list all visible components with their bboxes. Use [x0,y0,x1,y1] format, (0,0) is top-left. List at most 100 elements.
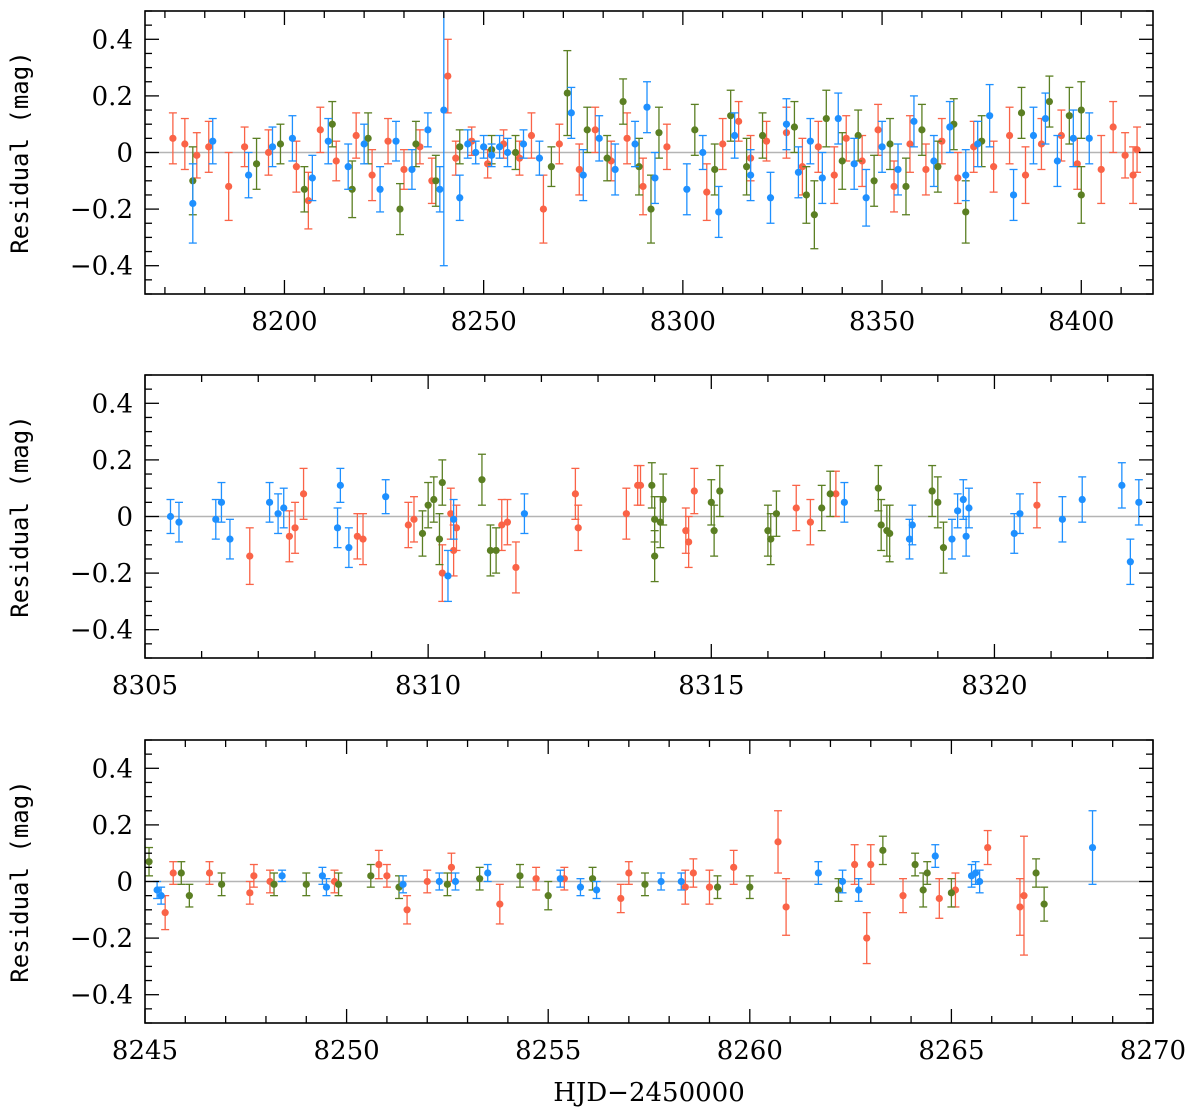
data-point [161,909,169,917]
y-tick-label: −0.4 [70,616,133,646]
data-point [250,872,258,880]
data-point [902,182,910,191]
data-point [352,131,360,140]
series-1 [145,835,1049,922]
data-point [1021,171,1030,179]
data-point [424,126,432,134]
data-point [456,194,464,202]
data-point [911,860,919,869]
data-point [583,126,591,134]
data-point [376,185,384,193]
data-point [563,89,571,97]
x-tick-label: 8250 [451,307,517,337]
data-point [244,171,253,179]
data-point [450,546,458,555]
data-point [794,168,803,176]
data-point [430,495,438,504]
data-point [689,869,697,877]
data-point [264,148,273,157]
data-point [611,165,619,174]
x-tick-label: 8245 [112,1036,178,1066]
data-point [333,524,342,532]
data-point [984,843,992,852]
data-point [677,877,685,886]
data-point [588,875,597,883]
data-point [496,900,504,908]
y-axis-title: Residual (mag) [6,780,34,982]
data-point [1078,495,1086,504]
data-point [476,875,484,883]
y-tick-label: −0.2 [70,195,133,225]
data-point [908,521,916,529]
data-point [947,889,956,897]
data-point [905,535,914,543]
data-point [276,140,285,148]
data-point [971,869,980,877]
data-point [1040,900,1048,908]
data-point [145,858,153,866]
data-point [1135,498,1143,506]
data-point [874,126,882,134]
data-point [396,205,404,213]
data-point [974,140,982,148]
data-point [806,518,814,526]
data-point [1017,109,1026,117]
x-tick-label: 8265 [918,1036,984,1066]
data-point [1010,529,1018,538]
data-point [802,191,810,199]
data-point [486,546,495,555]
data-point [954,507,962,515]
data-point [617,894,625,903]
series-2 [166,462,1143,603]
data-point [591,126,599,134]
data-point [265,498,274,506]
data-point [647,205,655,213]
data-point [189,199,197,208]
y-tick-label: −0.4 [70,981,133,1011]
data-point [928,487,936,495]
data-point [946,123,954,131]
data-point [450,515,458,523]
data-point [403,906,411,914]
data-point [547,163,555,171]
data-point [655,129,663,137]
data-point [651,552,659,560]
data-point [1016,510,1024,518]
data-point [324,137,332,145]
data-point [345,544,353,552]
data-point [328,120,336,128]
data-point [814,869,822,877]
data-point [212,515,220,523]
data-point [850,160,858,168]
data-point [1077,106,1085,114]
data-point [782,120,791,128]
data-point [965,504,973,512]
data-point [438,478,446,487]
data-point [826,490,834,498]
data-point [1032,869,1040,877]
data-point [699,148,707,157]
data-point [209,137,217,145]
data-point [511,148,520,157]
data-point [746,883,754,891]
data-point [246,889,254,897]
data-point [735,117,743,125]
y-axis-title: Residual (mag) [6,415,34,617]
data-point [840,498,848,506]
data-point [169,134,177,142]
data-point [855,886,863,894]
series-0 [245,464,1041,603]
data-point [934,498,942,506]
data-point [344,163,352,171]
x-tick-label: 8310 [395,671,461,701]
data-point [1129,171,1137,179]
data-point [316,126,324,134]
data-point [874,484,882,492]
data-point [336,481,344,489]
x-axis-title: HJD−2450000 [553,1078,745,1108]
data-point [519,140,528,148]
y-tick-label: 0 [116,868,133,898]
data-point [854,131,862,140]
data-point [948,535,956,543]
series-1 [418,453,948,583]
